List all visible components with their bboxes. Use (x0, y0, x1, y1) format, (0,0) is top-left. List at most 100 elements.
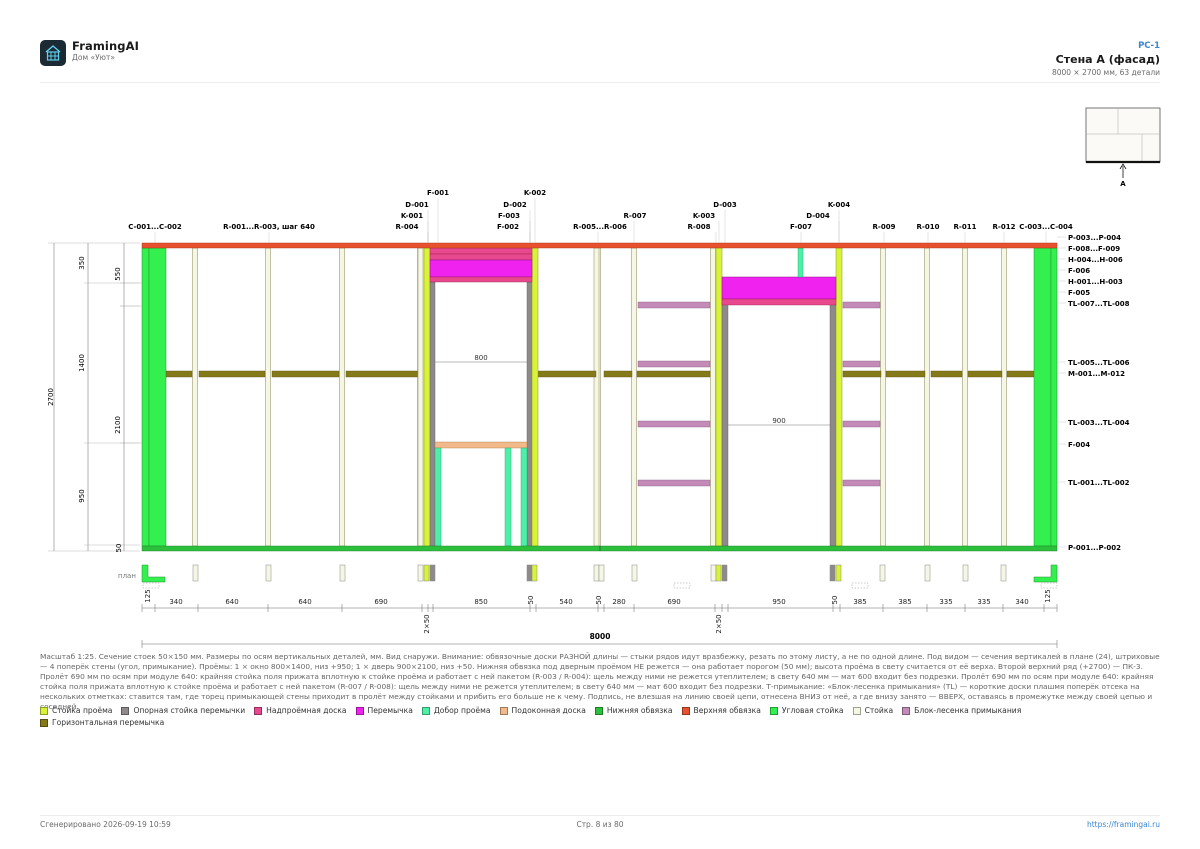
drawing-notes: Масштаб 1:25. Сечение стоек 50×150 мм. Р… (40, 652, 1160, 711)
legend-item: Перемычка (355, 706, 413, 715)
ladder-block-right-4 (842, 479, 881, 487)
stud-10 (962, 247, 968, 547)
sill-board (434, 441, 528, 449)
legend-label: Нижняя обвязка (606, 706, 673, 715)
dim-value-17: 335 (977, 598, 990, 606)
legend-label: Стойка (864, 706, 894, 715)
callout-f-002: F-002 (497, 223, 519, 231)
legend-item: Блок-лесенка примыкания (902, 706, 1021, 715)
jack-stud-window-right (526, 281, 533, 547)
callout-f-006: F-006 (1068, 267, 1090, 275)
plan-section-1 (192, 564, 199, 582)
stud-1 (192, 247, 198, 547)
legend-label: Блок-лесенка примыкания (914, 706, 1022, 715)
dim-value-3: 640 (225, 598, 238, 606)
opening-stud-window-left (423, 247, 431, 547)
dim-1400: 1400 (78, 354, 86, 372)
callout-r-008: R-008 (688, 223, 711, 231)
dim-total-height: 2700 (47, 388, 55, 406)
callout-d-002: D-002 (503, 201, 527, 209)
callout-r-004: R-004 (396, 223, 419, 231)
legend-swatch (902, 706, 911, 715)
reference-lines (120, 282, 142, 444)
plan-sections: план (118, 564, 1058, 589)
lintel-window (429, 259, 533, 278)
dim-value-9: 50 (595, 596, 603, 605)
legend-item: Опорная стойка перемычки (121, 706, 245, 715)
corner-stud-3 (1033, 247, 1052, 547)
plan-section-8 (531, 564, 538, 582)
legend-item: Стойка проёма (40, 706, 112, 715)
dim-total-length: 8000 (590, 632, 611, 641)
dim-value-2: 340 (169, 598, 182, 606)
plan-section-9 (593, 564, 600, 582)
dim-value-16: 335 (939, 598, 952, 606)
horizontal-blocking-11 (967, 370, 1003, 378)
left-dimension-chains: 2700 350 1400 950 50 550 2100 (47, 242, 140, 552)
bottom-dimension-chain: 125 340 640 640 690 850 50 540 50 280 690 950 50 385 3… (141, 589, 1058, 648)
plan-cross-stud-1 (142, 582, 160, 589)
ladder-block-right-2 (842, 360, 881, 368)
callout-h-004-h-006: H-004...H-006 (1068, 256, 1123, 264)
callout-k-004: K-004 (828, 201, 850, 209)
dim-value-12: 950 (772, 598, 785, 606)
opening-trim-2 (504, 447, 512, 547)
website-link[interactable]: https://framingai.ru (1086, 820, 1160, 829)
legend-swatch (121, 706, 130, 715)
callout-k-003: K-003 (693, 212, 715, 220)
plan-section-17 (879, 564, 886, 582)
ladder-block-left-1 (637, 301, 711, 309)
plan-section-14 (721, 564, 728, 582)
callout-tl-001-tl-002: TL-001...TL-002 (1068, 479, 1130, 487)
corner-stud-1 (141, 247, 150, 547)
horizontal-blocking-8 (842, 370, 882, 378)
legend-swatch (254, 706, 263, 715)
dim-split-door: 2×50 (715, 614, 723, 633)
dim-value-8: 540 (559, 598, 572, 606)
legend-label: Перемычка (367, 706, 413, 715)
callout-c-001-c-002: C-001...C-002 (128, 223, 182, 231)
dim-value-19: 125 (1044, 589, 1052, 602)
plan-section-4 (417, 564, 424, 582)
callout-h-001-h-003: H-001...H-003 (1068, 278, 1123, 286)
opening-stud-window-right (531, 247, 539, 547)
header-board-3 (429, 276, 533, 283)
callout-tl-005-tl-006: TL-005...TL-006 (1068, 359, 1130, 367)
callout-k-002: K-002 (524, 189, 546, 197)
ladder-block-left-2 (637, 360, 711, 368)
legend-label: Горизонтальная перемычка (52, 718, 165, 727)
dim-550: 550 (114, 267, 122, 280)
header-board-door (721, 298, 837, 306)
callout-f-003: F-003 (498, 212, 520, 220)
callout-d-003: D-003 (713, 201, 737, 209)
legend-item: Верхняя обвязка (681, 706, 761, 715)
dim-split-window: 2×50 (423, 614, 431, 633)
stud-2 (265, 247, 271, 547)
view-direction-label: A (1120, 180, 1126, 188)
dim-value-18: 340 (1015, 598, 1028, 606)
plan-section-2 (265, 564, 272, 582)
dim-value-1: 125 (144, 589, 152, 602)
dim-value-7: 50 (527, 596, 535, 605)
callout-r-009: R-009 (873, 223, 896, 231)
callout-p-003-p-004: P-003...P-004 (1068, 234, 1121, 242)
plan-section-15 (829, 564, 836, 582)
legend-item: Добор проёма (421, 706, 491, 715)
plan-section-16 (835, 564, 842, 582)
page-header: FramingAI Дом «Уют» РС-1 Стена А (фасад)… (40, 38, 1160, 83)
corner-stud-2 (148, 247, 167, 547)
jack-stud-door-right (829, 299, 837, 547)
callout-r-010: R-010 (917, 223, 940, 231)
dim-value-4: 640 (298, 598, 311, 606)
opening-trim-3 (520, 447, 528, 547)
plan-section-11 (631, 564, 638, 582)
legend-swatch (40, 718, 48, 727)
horizontal-blocking-12 (1006, 370, 1035, 378)
plan-section-6 (429, 564, 436, 582)
dim-value-6: 850 (474, 598, 487, 606)
dim-value-5: 690 (374, 598, 387, 606)
legend-swatch (852, 706, 861, 715)
plan-cross-stud-3 (851, 582, 869, 589)
cripple-stud-door (797, 247, 804, 278)
framing-members: 800 900 (141, 242, 1058, 552)
